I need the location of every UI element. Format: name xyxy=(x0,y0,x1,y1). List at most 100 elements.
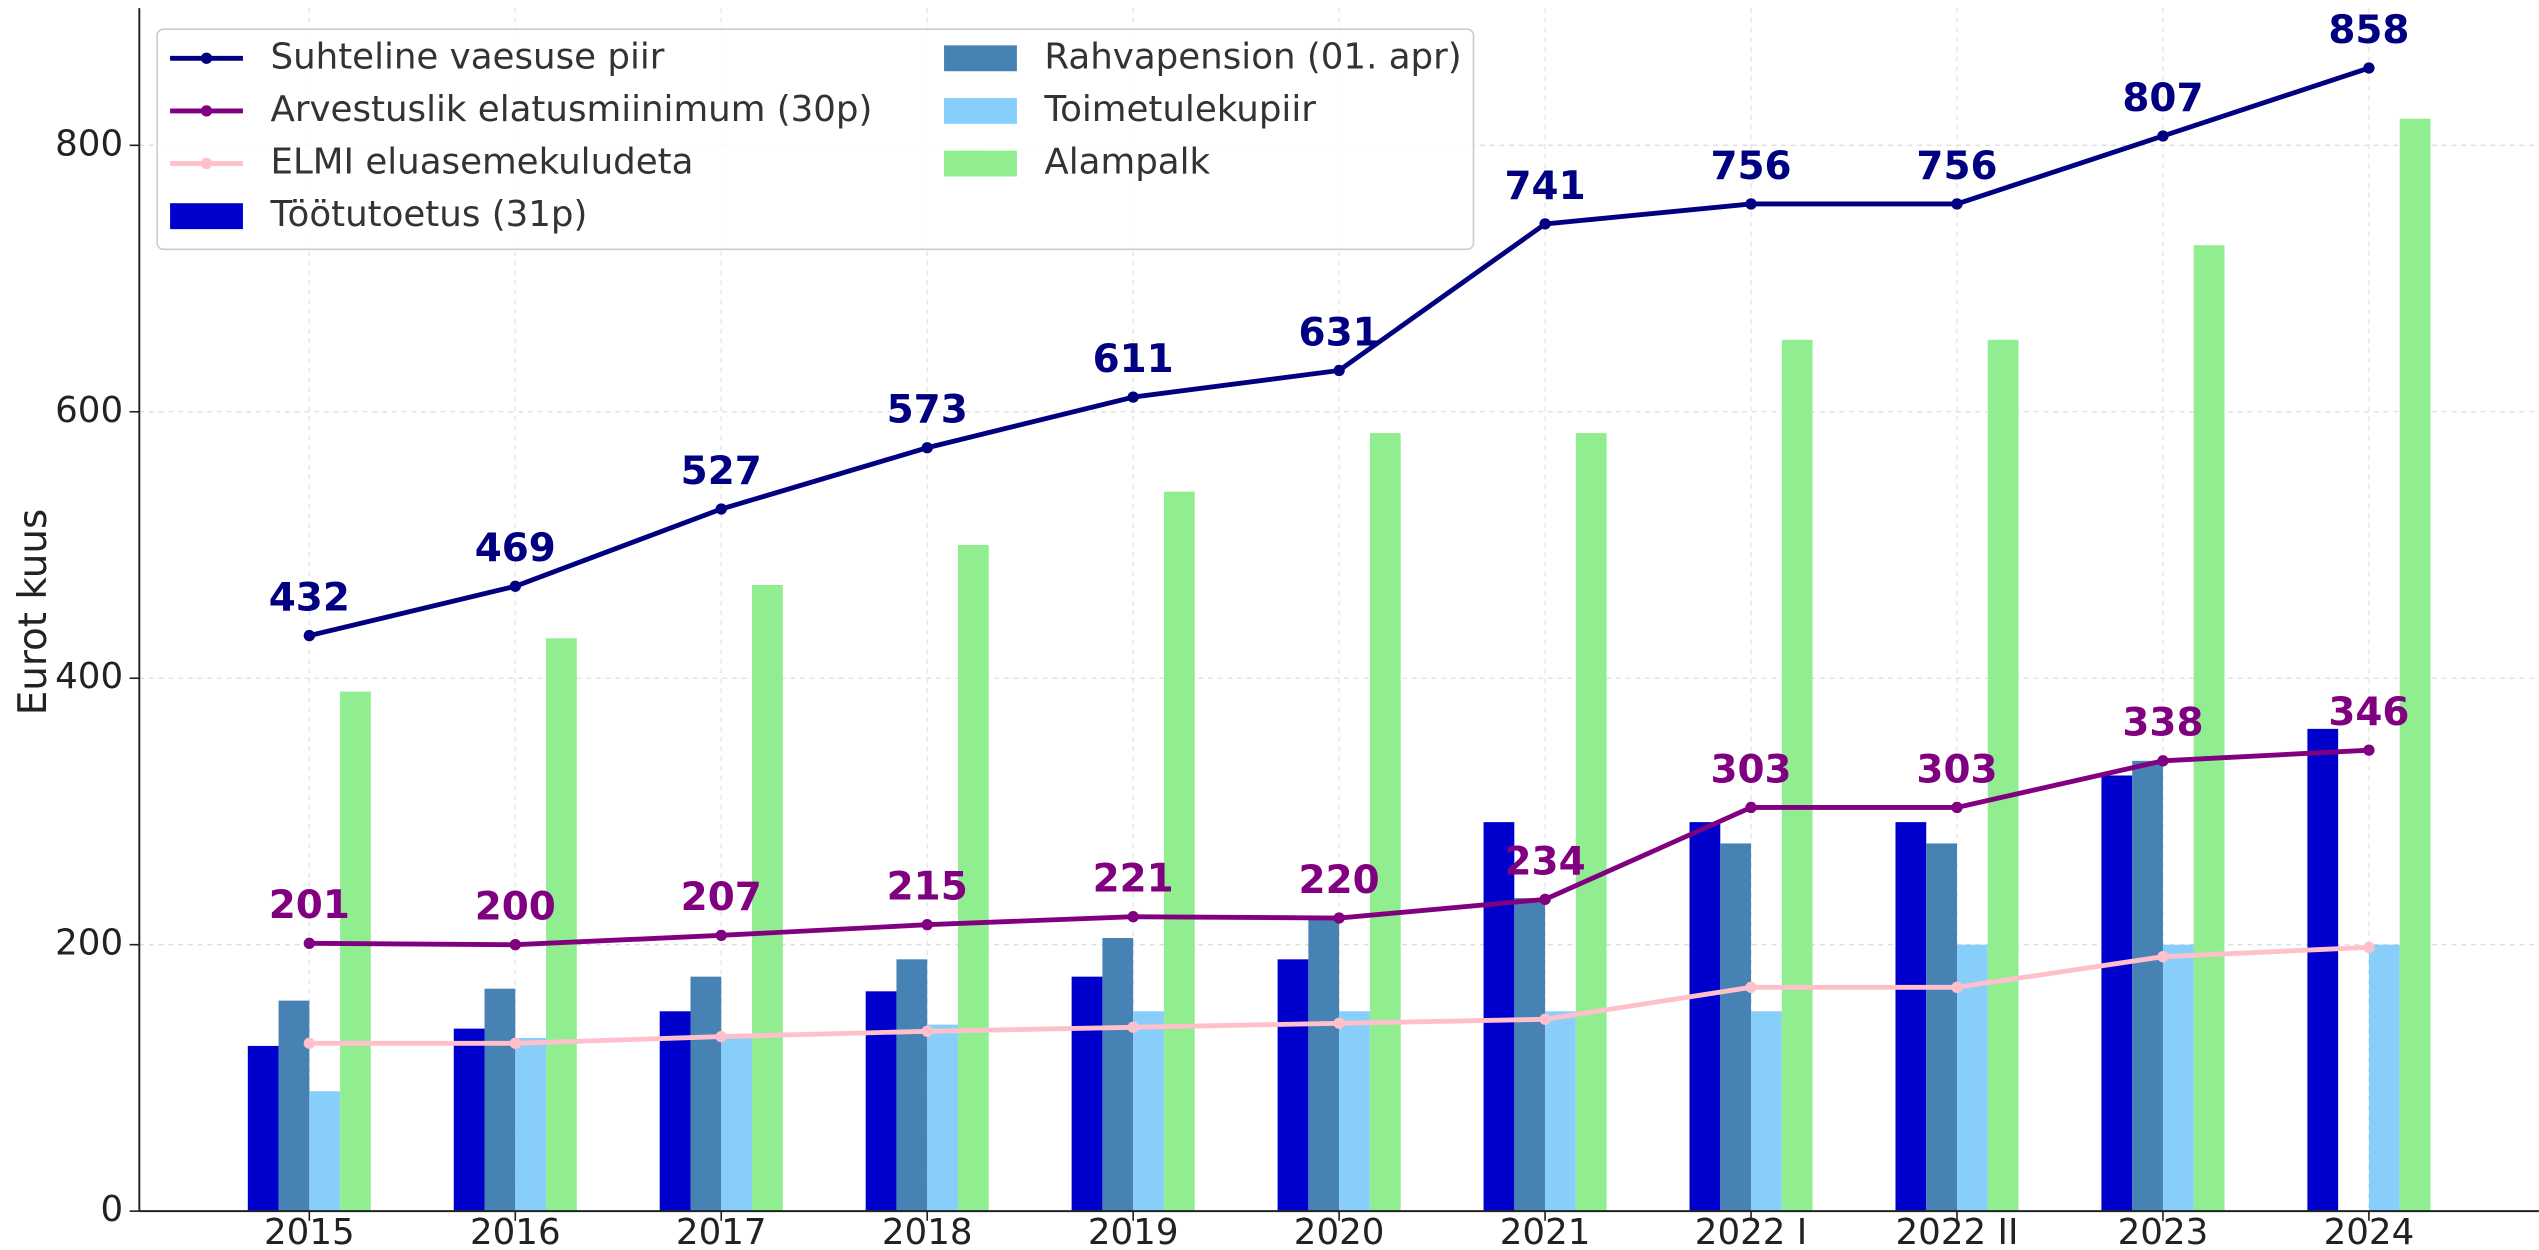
bar xyxy=(1339,1011,1370,1212)
bar xyxy=(1483,822,1515,1212)
line-marker xyxy=(921,1025,933,1037)
line-marker xyxy=(2157,130,2169,142)
bar xyxy=(1781,339,1813,1212)
line-marker xyxy=(1333,364,1345,377)
bar xyxy=(1133,1011,1164,1212)
data-label: 807 xyxy=(2122,76,2203,121)
line-marker xyxy=(1539,1013,1551,1025)
line-marker xyxy=(1539,218,1551,230)
bar xyxy=(927,1024,958,1212)
bar xyxy=(247,1045,279,1212)
data-label: 207 xyxy=(681,875,762,920)
bar xyxy=(2399,118,2431,1212)
line-marker xyxy=(715,1030,727,1043)
line-marker xyxy=(303,629,315,642)
legend-label: ELMI eluasemekuludeta xyxy=(270,142,693,183)
bar xyxy=(1689,822,1721,1212)
data-label: 741 xyxy=(1505,164,1586,209)
bar xyxy=(1163,491,1195,1212)
data-label: 611 xyxy=(1093,337,1174,382)
line-marker xyxy=(1127,911,1139,923)
line-marker xyxy=(1951,981,1963,993)
x-tick-label: 2020 xyxy=(1294,1212,1385,1250)
bar xyxy=(1987,339,2019,1212)
bar xyxy=(484,988,516,1212)
data-label: 631 xyxy=(1299,310,1380,355)
data-label: 432 xyxy=(269,575,350,620)
bar xyxy=(340,691,371,1212)
x-tick-label: 2016 xyxy=(470,1212,561,1250)
data-label: 858 xyxy=(2328,8,2409,53)
bar xyxy=(1369,433,1401,1212)
line-marker xyxy=(2363,62,2375,74)
x-tick-label: 2022 I xyxy=(1695,1212,1807,1250)
bar xyxy=(2307,728,2339,1212)
legend-marker xyxy=(200,157,213,170)
bar xyxy=(1102,938,1134,1212)
bar xyxy=(515,1037,547,1212)
legend-marker xyxy=(200,105,213,117)
line-marker xyxy=(1745,198,1757,210)
line-marker xyxy=(1333,1017,1345,1029)
bar xyxy=(2368,944,2400,1212)
line-marker xyxy=(921,442,933,454)
x-tick-label: 2022 II xyxy=(1896,1212,2019,1250)
y-tick-label: 400 xyxy=(55,656,123,697)
line-marker xyxy=(715,929,727,942)
line-marker xyxy=(1745,981,1757,993)
data-label: 756 xyxy=(1916,144,1997,189)
legend-label: Arvestuslik elatusmiinimum (30p) xyxy=(270,89,872,130)
line-marker xyxy=(1745,801,1757,814)
line-marker xyxy=(303,937,315,950)
data-label: 215 xyxy=(887,865,968,910)
x-tick-label: 2023 xyxy=(2118,1212,2209,1250)
data-label: 220 xyxy=(1299,858,1380,903)
bar xyxy=(865,991,897,1212)
bar xyxy=(1926,843,1957,1212)
data-label: 200 xyxy=(475,885,556,930)
line-marker xyxy=(303,1037,315,1049)
bar xyxy=(690,976,722,1212)
bar xyxy=(2162,944,2194,1212)
data-label: 527 xyxy=(681,449,762,494)
bar xyxy=(2132,760,2163,1212)
bar xyxy=(1308,916,1340,1212)
line-marker xyxy=(1333,912,1345,924)
x-tick-label: 2018 xyxy=(882,1212,973,1250)
line-marker xyxy=(2363,941,2375,954)
x-tick-label: 2019 xyxy=(1088,1212,1179,1250)
data-label: 573 xyxy=(887,388,968,433)
legend-swatch xyxy=(944,45,1017,72)
data-label: 756 xyxy=(1710,144,1791,189)
line-marker xyxy=(1127,391,1139,403)
data-label: 338 xyxy=(2122,701,2203,746)
y-axis-label: Eurot kuus xyxy=(11,509,56,715)
bar xyxy=(896,959,928,1212)
legend-swatch xyxy=(170,203,243,230)
bar xyxy=(1545,1011,1576,1212)
bar xyxy=(1575,433,1607,1212)
x-tick-label: 2017 xyxy=(676,1212,767,1250)
line-marker xyxy=(509,939,521,951)
legend-label: Töötutoetus (31p) xyxy=(269,194,587,235)
x-tick-label: 2021 xyxy=(1500,1212,1591,1250)
line-marker xyxy=(2157,951,2169,963)
line-marker xyxy=(1127,1021,1139,1033)
bar xyxy=(1895,822,1927,1212)
data-label: 303 xyxy=(1710,747,1791,792)
x-tick-label: 2015 xyxy=(264,1212,355,1250)
line-marker xyxy=(715,503,727,515)
data-label: 469 xyxy=(475,526,556,571)
bar xyxy=(278,1000,310,1212)
bar xyxy=(752,584,783,1212)
y-tick-label: 0 xyxy=(100,1189,123,1230)
legend-swatch xyxy=(944,97,1017,124)
legend-label: Suhteline vaesuse piir xyxy=(270,36,664,77)
bar xyxy=(1720,843,1752,1212)
bar xyxy=(2193,245,2225,1212)
legend-label: Rahvapension (01. apr) xyxy=(1044,36,1461,77)
bar xyxy=(1514,898,1546,1212)
y-tick-label: 200 xyxy=(55,923,123,964)
data-label: 346 xyxy=(2328,690,2409,735)
